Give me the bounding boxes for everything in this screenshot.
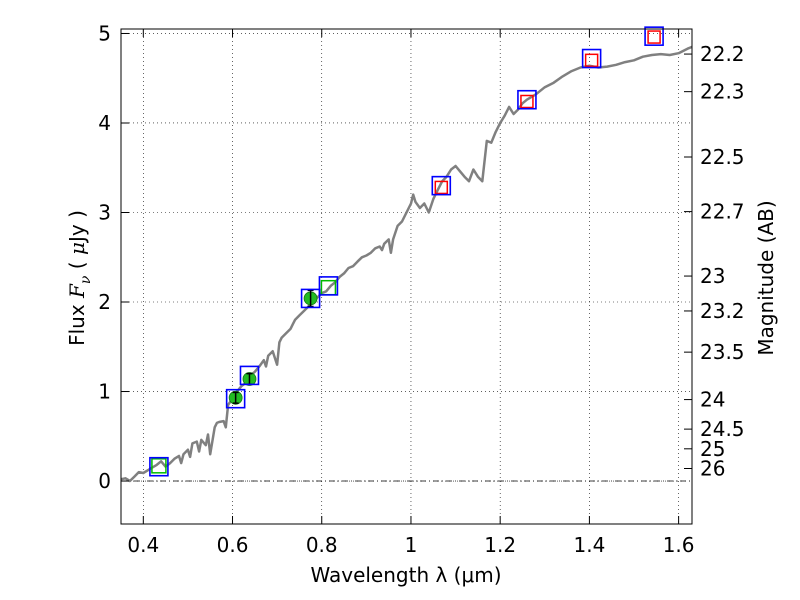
y-tick-label: 3 — [98, 200, 111, 224]
y-axis-label-flux: Flux — [65, 298, 89, 346]
y-axis-label-mu: μ — [65, 242, 89, 255]
blue-square-marker — [225, 388, 246, 409]
tick-marks — [121, 29, 692, 524]
blue-square-marker — [318, 276, 339, 296]
x-tick-label: 1 — [405, 533, 418, 557]
magnitude-tick-label: 23.5 — [700, 340, 745, 364]
x-tick-label: 1.6 — [663, 533, 695, 557]
magnitude-tick-label: 22.7 — [700, 200, 745, 224]
magnitude-tick-label: 23 — [700, 264, 725, 288]
blue-square-marker — [431, 175, 452, 196]
x-tick-labels: 0.4 0.6 0.8 1 1.2 1.4 1.6 — [127, 533, 694, 557]
blue-square-marker — [300, 288, 321, 309]
y-tick-label: 5 — [98, 21, 111, 45]
y-tick-label: 0 — [98, 469, 111, 493]
magnitude-tick-label: 24.5 — [700, 417, 745, 441]
red-square-marker — [584, 53, 599, 68]
blue-square-marker — [644, 26, 664, 46]
red-square-marker — [647, 30, 661, 44]
x-tick-label: 1.4 — [573, 533, 605, 557]
red-square-marker — [434, 180, 449, 195]
x-axis-label: Wavelength λ (μm) — [310, 563, 501, 587]
y-axis-label-symbol: F — [65, 283, 89, 299]
magnitude-tick-label: 25 — [700, 437, 725, 461]
red-square-marker — [520, 94, 534, 109]
y-axis-label-unit: Jy ) — [65, 210, 89, 244]
magnitude-tick-label: 22.5 — [700, 145, 745, 169]
grid — [121, 29, 692, 524]
blue-square-marker — [581, 48, 602, 69]
y-tick-label: 2 — [98, 290, 111, 314]
x-tick-label: 0.8 — [306, 533, 338, 557]
y-axis-label-open: ( — [65, 255, 89, 276]
y-axis-label-subscript: ν — [78, 275, 94, 284]
y-axis-label: Flux Fν ( μJy ) — [65, 210, 94, 346]
green-square-marker — [151, 458, 167, 474]
magnitude-tick-label: 23.2 — [700, 299, 745, 323]
blue-square-marker — [517, 89, 537, 110]
blue-square-marker — [239, 365, 260, 386]
x-tick-label: 0.4 — [127, 533, 159, 557]
magnitude-axis-label: Magnitude (AB) — [754, 200, 778, 355]
y-tick-label: 1 — [98, 380, 111, 404]
y-tick-labels: 0 1 2 3 4 5 — [98, 21, 111, 493]
blue-square-marker — [149, 456, 169, 477]
magnitude-tick-label: 26 — [700, 457, 725, 481]
x-tick-label: 1.2 — [484, 533, 516, 557]
y-tick-label: 4 — [98, 111, 111, 135]
series-layer — [120, 26, 693, 483]
x-tick-label: 0.6 — [217, 533, 249, 557]
magnitude-tick-label: 22.3 — [700, 80, 745, 104]
magnitude-tick-label: 24 — [700, 388, 725, 412]
magnitude-tick-label: 22.2 — [700, 42, 745, 66]
